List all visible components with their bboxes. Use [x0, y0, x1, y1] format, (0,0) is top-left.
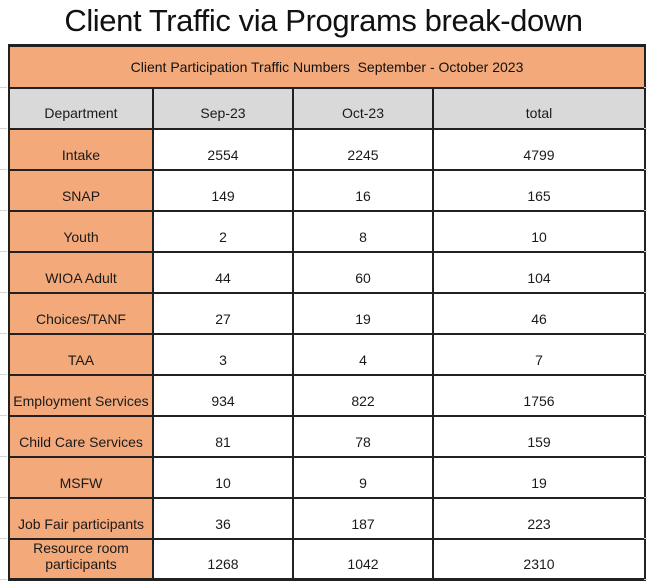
gridline-stub [0, 251, 7, 252]
department-cell: SNAP [8, 168, 154, 212]
sep-23-cell: 2 [152, 209, 294, 253]
gridline-stub [0, 579, 7, 580]
total-cell: 46 [431, 291, 647, 335]
gridline-stub [0, 497, 7, 498]
table-row: Job Fair participants 36 187 223 [8, 496, 647, 540]
table-row: Child Care Services 81 78 159 [8, 414, 647, 458]
department-cell: Employment Services [8, 373, 154, 417]
gridline-stub [0, 128, 7, 129]
table-row: MSFW 10 9 19 [8, 455, 647, 499]
table-row: WIOA Adult 44 60 104 [8, 250, 647, 294]
department-cell: WIOA Adult [8, 250, 154, 294]
column-header-oct-23: Oct-23 [292, 86, 434, 130]
oct-23-cell: 16 [292, 168, 434, 212]
table-row: SNAP 149 16 165 [8, 168, 647, 212]
table-row: TAA 3 4 7 [8, 332, 647, 376]
sep-23-cell: 2554 [152, 127, 294, 171]
department-cell: Child Care Services [8, 414, 154, 458]
total-cell: 165 [431, 168, 647, 212]
sep-23-cell: 44 [152, 250, 294, 294]
page-title: Client Traffic via Programs break-down [64, 3, 583, 38]
table-row: Intake 2554 2245 4799 [8, 127, 647, 171]
oct-23-cell: 19 [292, 291, 434, 335]
sep-23-cell: 81 [152, 414, 294, 458]
oct-23-cell: 1042 [292, 537, 434, 581]
sep-23-cell: 27 [152, 291, 294, 335]
department-cell: Resource room participants [8, 537, 154, 581]
total-cell: 223 [431, 496, 647, 540]
table-row: Resource room participants 1268 1042 2310 [8, 537, 647, 581]
department-cell: Choices/TANF [8, 291, 154, 335]
sep-23-cell: 934 [152, 373, 294, 417]
gridline-stub [0, 538, 7, 539]
gridline-stub [0, 333, 7, 334]
oct-23-cell: 60 [292, 250, 434, 294]
oct-23-cell: 8 [292, 209, 434, 253]
department-cell: MSFW [8, 455, 154, 499]
oct-23-cell: 2245 [292, 127, 434, 171]
table-row: Choices/TANF 27 19 46 [8, 291, 647, 335]
gridline-stub [0, 210, 7, 211]
total-cell: 104 [431, 250, 647, 294]
table-row: Employment Services 934 822 1756 [8, 373, 647, 417]
oct-23-cell: 822 [292, 373, 434, 417]
oct-23-cell: 4 [292, 332, 434, 376]
total-cell: 10 [431, 209, 647, 253]
oct-23-cell: 9 [292, 455, 434, 499]
oct-23-cell: 187 [292, 496, 434, 540]
table-row: Youth 2 8 10 [8, 209, 647, 253]
department-cell: Job Fair participants [8, 496, 154, 540]
gridline-stub [0, 374, 7, 375]
total-cell: 1756 [431, 373, 647, 417]
table-banner-row: Client Participation Traffic Numbers Sep… [7, 44, 647, 89]
sep-23-cell: 3 [152, 332, 294, 376]
sep-23-cell: 149 [152, 168, 294, 212]
sep-23-cell: 1268 [152, 537, 294, 581]
gridline-stub [0, 292, 7, 293]
department-cell: Youth [8, 209, 154, 253]
total-cell: 4799 [431, 127, 647, 171]
oct-23-cell: 78 [292, 414, 434, 458]
total-cell: 7 [431, 332, 647, 376]
gridline-stub [0, 456, 7, 457]
table-banner: Client Participation Traffic Numbers Sep… [7, 44, 647, 89]
column-header-department: Department [8, 86, 154, 130]
column-header-total: total [431, 86, 647, 130]
gridline-stub [0, 415, 7, 416]
gridline-stub [0, 169, 7, 170]
column-header-sep-23: Sep-23 [152, 86, 294, 130]
total-cell: 19 [431, 455, 647, 499]
sep-23-cell: 10 [152, 455, 294, 499]
department-cell: Intake [8, 127, 154, 171]
total-cell: 159 [431, 414, 647, 458]
sep-23-cell: 36 [152, 496, 294, 540]
department-cell: TAA [8, 332, 154, 376]
gridline-stub [0, 87, 7, 88]
table-header-row: Department Sep-23 Oct-23 total [8, 86, 647, 130]
client-traffic-table: Client Participation Traffic Numbers Sep… [7, 44, 647, 581]
traffic-table-container: Client Participation Traffic Numbers Sep… [7, 44, 647, 581]
total-cell: 2310 [431, 537, 647, 581]
